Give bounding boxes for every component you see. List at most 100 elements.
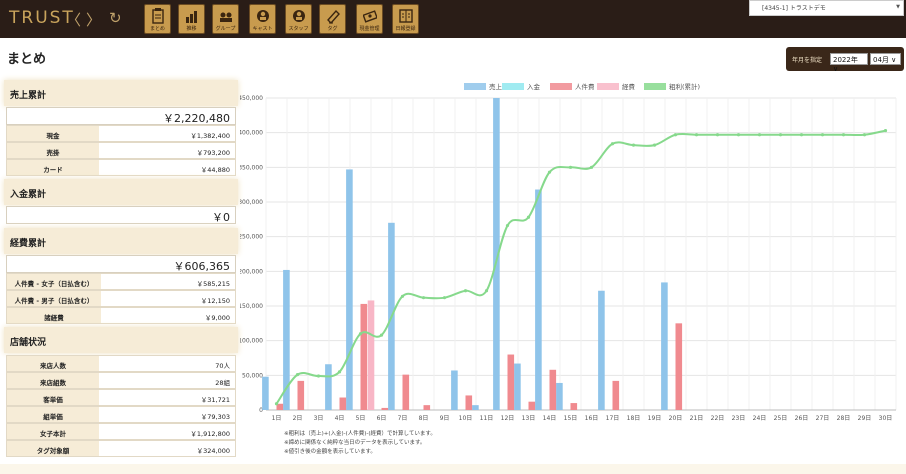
line-point [526, 215, 531, 219]
back-arrow-icon[interactable]: 〈 [66, 11, 82, 29]
expense-row-label: 諸経費 [7, 308, 101, 323]
legend-swatch [464, 83, 486, 90]
trend-button[interactable]: 推移 [178, 4, 205, 34]
sales-row-label: カード [7, 160, 99, 175]
line-point [736, 133, 741, 137]
line-point [547, 170, 552, 174]
expense-row: 人件費 - 女子（日払含む） ￥585,215 [6, 273, 236, 290]
x-tick-label: 2日 [293, 415, 303, 422]
x-tick-label: 28日 [837, 415, 851, 422]
store-row: 組単価 ￥79,303 [6, 406, 236, 423]
line-point [652, 143, 657, 147]
top-toolbar: TRUST 〈 〉 ↻ まとめ 推移 グループ キャスト スタッフ タグ 現金管… [0, 0, 906, 38]
x-tick-label: 25日 [774, 415, 788, 422]
store-select[interactable]: [4345-1] トラストデモ ▼ [749, 0, 904, 16]
y-tick-label: 150,000 [240, 303, 263, 310]
sales-row-value: ￥793,200 [99, 143, 235, 158]
expense-row-label: 人件費 - 女子（日払含む） [7, 274, 101, 289]
month-select[interactable]: 04月 ∨ [870, 53, 901, 65]
store-row-label: 女子本計 [7, 424, 99, 439]
line-point [841, 133, 846, 137]
line-point [379, 333, 384, 337]
cast-button[interactable]: キャスト [249, 4, 276, 34]
x-tick-label: 21日 [690, 415, 704, 422]
bar-売上 [325, 364, 332, 410]
sales-row: 現金 ￥1,382,400 [6, 125, 236, 142]
store-row-label: 来店人数 [7, 356, 99, 371]
store-row: 女子本計 ￥1,912,800 [6, 423, 236, 440]
clipboard-icon [152, 8, 164, 24]
store-row-value: 70人 [99, 356, 235, 371]
trend-button-label: 推移 [186, 26, 197, 32]
report-book-icon [399, 9, 413, 23]
line-point [568, 165, 573, 169]
group-button[interactable]: グループ [212, 4, 239, 34]
forward-arrow-icon[interactable]: 〉 [86, 11, 102, 29]
y-tick-label: 250,000 [240, 234, 263, 241]
bar-人件費 [570, 403, 578, 410]
daily-report-button[interactable]: 日報登録 [392, 4, 419, 34]
x-tick-label: 26日 [795, 415, 809, 422]
store-row-label: 組単価 [7, 407, 99, 422]
expense-row: 人件費 - 男子（日払含む） ￥12,150 [6, 290, 236, 307]
cast-button-label: キャスト [252, 26, 273, 32]
bar-売上 [661, 282, 668, 410]
tag-button-label: タグ [327, 26, 338, 32]
chart-note: ※値引き後の金額を表示しています。 [284, 447, 376, 455]
store-row: 来店人数 70人 [6, 355, 236, 372]
reload-icon[interactable]: ↻ [109, 9, 122, 27]
line-point [295, 373, 300, 377]
bar-売上 [262, 376, 269, 410]
store-row-value: ￥79,303 [99, 407, 235, 422]
cash-management-button[interactable]: 現金管理 [356, 4, 383, 34]
legend-label: 人件費 [575, 82, 595, 91]
line-point [358, 332, 363, 336]
x-tick-label: 1日 [272, 415, 282, 422]
sales-row-label: 売掛 [7, 143, 99, 158]
summary-button[interactable]: まとめ [144, 4, 171, 34]
x-tick-label: 24日 [753, 415, 767, 422]
year-select-value: 2022年 [833, 56, 858, 64]
store-row-label: 客単価 [7, 390, 99, 405]
legend-swatch [550, 83, 572, 90]
x-tick-label: 10日 [459, 415, 473, 422]
expense-row: 諸経費 ￥9,000 [6, 307, 236, 324]
expense-row-value: ￥12,150 [101, 291, 235, 306]
x-tick-label: 30日 [879, 415, 893, 422]
y-tick-label: 450,000 [240, 95, 263, 102]
bar-人件費 [360, 303, 368, 410]
tag-button[interactable]: タグ [319, 4, 346, 34]
x-tick-label: 23日 [732, 415, 746, 422]
expense-row-value: ￥9,000 [101, 308, 235, 323]
legend-label: 売上 [489, 82, 503, 91]
year-select[interactable]: 2022年 ∨ [830, 53, 868, 73]
bar-人件費 [612, 380, 620, 410]
x-tick-label: 15日 [564, 415, 578, 422]
store-section-title: 店舗状況 [4, 327, 238, 353]
store-row: タグ対象額 ￥324,000 [6, 440, 236, 457]
summary-chart: 0 50,000 100,000 150,000 200,000 250,000 300,0… [238, 78, 906, 464]
x-tick-label: 20日 [669, 415, 683, 422]
bar-売上 [493, 98, 500, 410]
page-title: まとめ [7, 52, 47, 67]
bar-売上 [451, 370, 458, 410]
x-tick-label: 6日 [377, 415, 387, 422]
bar-人件費 [339, 397, 347, 410]
bar-人件費 [465, 395, 473, 410]
bar-経費 [367, 300, 375, 410]
trust-logo: TRUST [9, 8, 75, 28]
bar-人件費 [507, 354, 515, 410]
cash-management-button-label: 現金管理 [359, 26, 380, 32]
store-select-value: [4345-1] トラストデモ [762, 5, 826, 12]
sales-row: 売掛 ￥793,200 [6, 142, 236, 159]
line-point [610, 142, 615, 146]
staff-button[interactable]: スタッフ [285, 4, 312, 34]
date-picker: 年月を指定 2022年 ∨ 04月 ∨ [786, 47, 904, 73]
chevron-down-icon: ▼ [896, 4, 900, 10]
x-tick-label: 27日 [816, 415, 830, 422]
bar-人件費 [423, 405, 431, 410]
staff-button-label: スタッフ [288, 26, 309, 32]
group-icon [220, 12, 232, 22]
sales-row-value: ￥44,880 [99, 160, 235, 175]
x-tick-label: 18日 [627, 415, 641, 422]
